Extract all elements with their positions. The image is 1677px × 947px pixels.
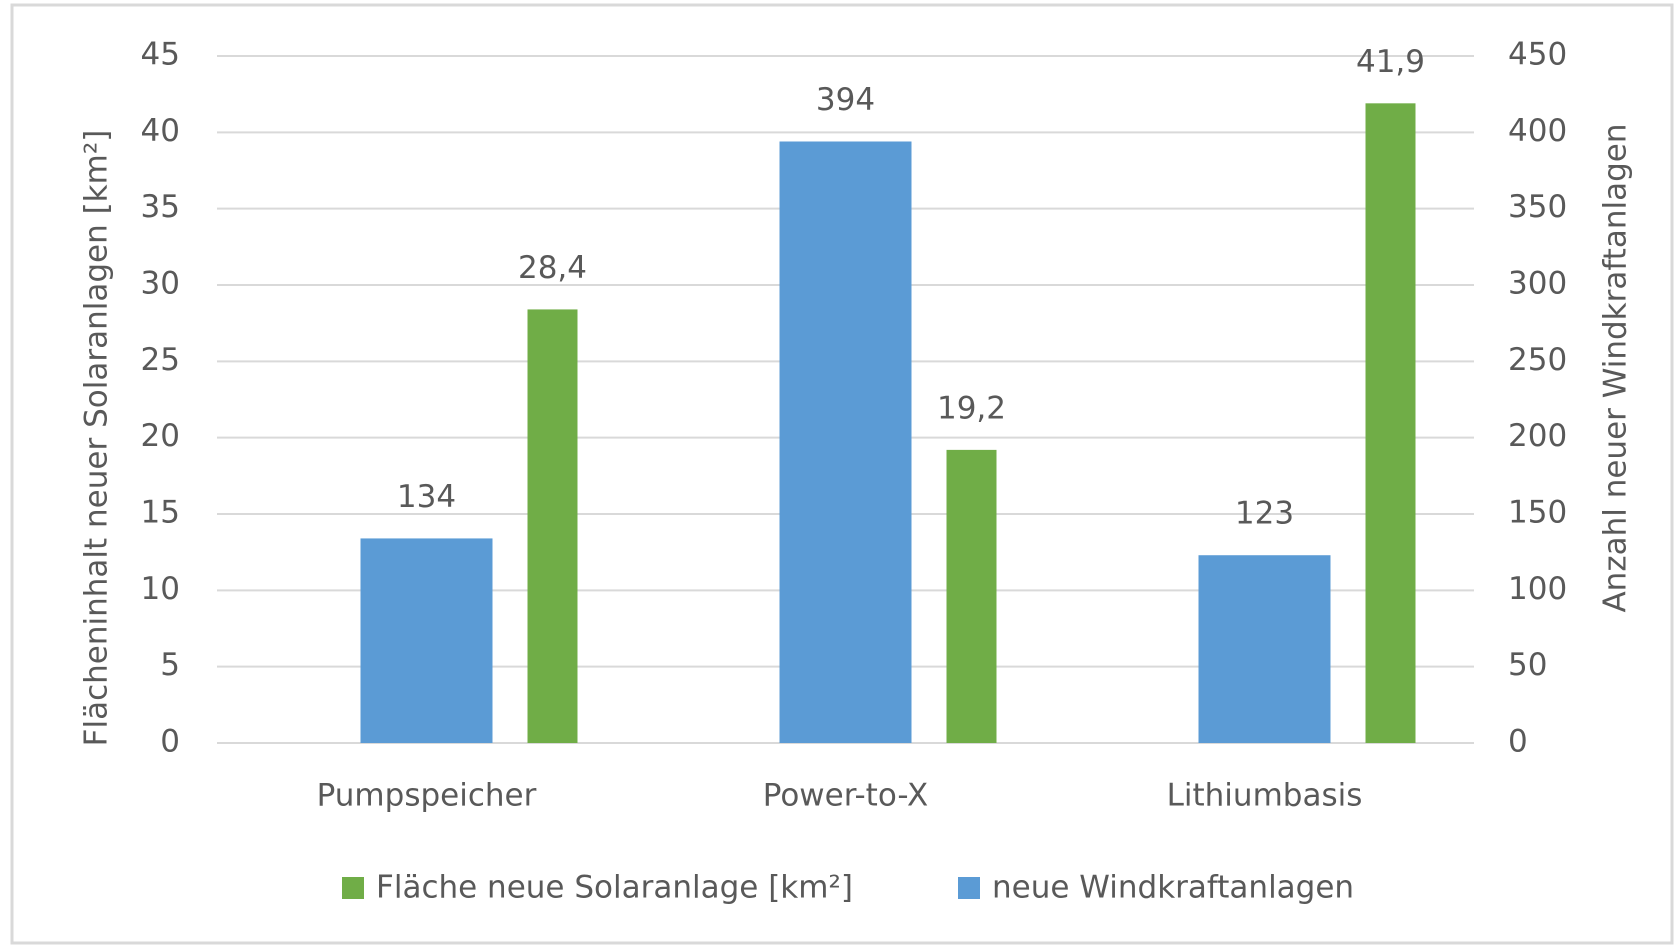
y2-tick-label: 450 [1508,37,1567,73]
y-tick-label: 15 [141,495,180,531]
y-tick-label: 30 [141,266,180,302]
y-tick-label: 35 [141,189,180,225]
data-label: 19,2 [937,390,1006,426]
bar [360,538,493,743]
y-tick-label: 5 [160,647,180,683]
x-tick-label: Lithiumbasis [1167,778,1363,814]
legend-swatch [342,877,364,899]
y-tick-label: 20 [141,418,180,454]
y-axis-title: Flächeninhalt neuer Solaranlagen [km²] [79,130,115,747]
legend-label: Fläche neue Solaranlage [km²] [376,870,853,906]
bar [1365,103,1416,744]
y-tick-label: 0 [160,724,180,760]
y2-tick-label: 150 [1508,495,1567,531]
y2-tick-label: 50 [1508,647,1547,683]
y2-tick-label: 200 [1508,418,1567,454]
bar [946,449,997,743]
bar [1198,555,1331,743]
data-label: 394 [816,82,875,118]
y2-axis-title: Anzahl neuer Windkraftanlagen [1598,123,1634,612]
y-tick-label: 25 [141,342,180,378]
y2-tick-label: 250 [1508,342,1567,378]
y2-tick-label: 0 [1508,724,1528,760]
y-tick-label: 10 [141,571,180,607]
data-label: 41,9 [1356,44,1425,80]
y-tick-label: 45 [141,37,180,73]
legend-swatch [958,877,980,899]
y2-tick-label: 400 [1508,113,1567,149]
data-label: 28,4 [518,250,587,286]
y2-tick-label: 100 [1508,571,1567,607]
legend-label: neue Windkraftanlagen [992,870,1354,906]
x-tick-label: Pumpspeicher [317,778,537,814]
x-tick-label: Power-to-X [763,778,929,814]
y2-tick-label: 300 [1508,266,1567,302]
y-tick-label: 40 [141,113,180,149]
bar [779,141,912,743]
y2-tick-label: 350 [1508,189,1567,225]
data-label: 123 [1235,496,1294,532]
data-label: 134 [397,479,456,515]
bar [527,309,578,743]
